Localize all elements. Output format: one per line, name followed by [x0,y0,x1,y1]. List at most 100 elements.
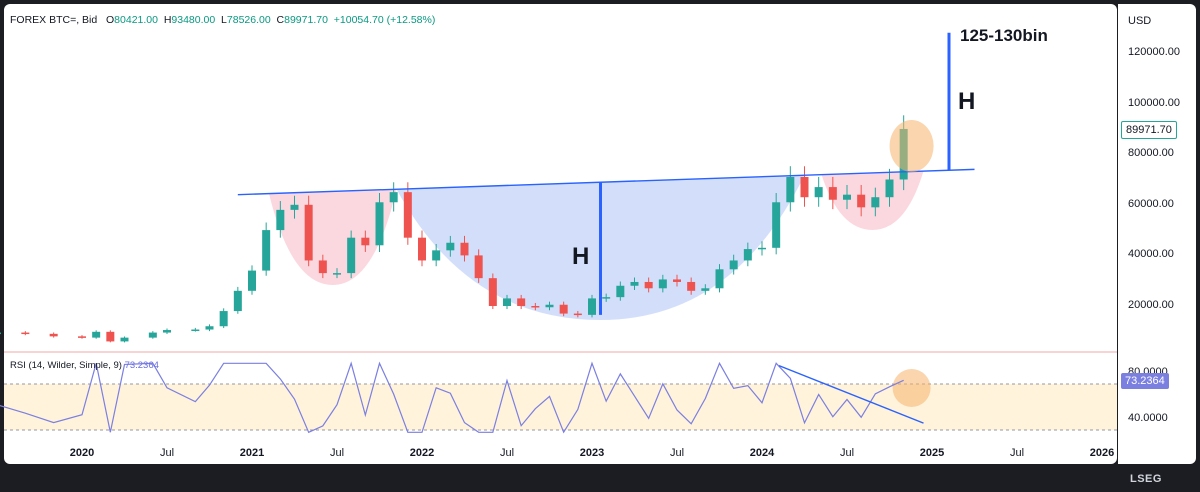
candle-body [616,285,625,298]
candle-body [743,249,752,261]
candle-body [375,202,384,246]
candle-body [828,187,837,200]
time-tick-label: Jul [1009,447,1025,459]
candle-body [644,281,653,289]
currency-label: USD [1128,15,1152,27]
symbol-header: FOREX BTC=, Bid O80421.00 H93480.00 L785… [10,14,435,26]
open-value: 80421.00 [114,14,158,26]
rsi-line [0,361,904,434]
candle-body [460,242,469,256]
candle-body [658,279,667,289]
price-tick-label: 40000.00 [1128,248,1174,261]
rsi-tick-label: 40.0000 [1128,411,1168,424]
rsi-current-value: 73.2364 [124,360,159,371]
price-tick-label: 20000.00 [1128,299,1174,311]
candle-body [276,209,285,231]
candle-body [389,192,398,203]
candle-body [0,332,1,335]
time-tick-label: Jul [329,447,345,459]
time-tick-label: 2024 [749,447,775,459]
candle-body [800,176,809,198]
candle-body [361,237,370,246]
candle-body [290,204,299,210]
candle-body [21,332,30,335]
candle-body [78,336,86,338]
candle-body [517,298,526,306]
high-label: H [163,14,172,26]
price-tick-label: 120000.00 [1128,46,1180,58]
candle-body [630,281,639,286]
target-label: 125-130bin [960,26,1048,45]
change-value: +10054.70 (+12.58%) [333,14,436,26]
candle-body [758,247,766,250]
price-tick-label: 80000.00 [1128,147,1174,160]
candle-body [318,260,327,274]
symbol-name: FOREX BTC=, Bid [10,14,98,26]
brand-logo: LSEG [1130,473,1162,485]
candle-body [786,176,795,203]
candle-body [588,298,596,315]
candle-body [772,202,781,248]
candle-body [531,306,540,308]
candle-body [602,297,611,299]
candle-body [871,197,880,208]
candle-body [248,270,256,291]
low-label: L [221,14,227,26]
candle-body [843,194,851,200]
low-value: 78526.00 [226,14,271,26]
candle-body [163,330,171,333]
time-tick-label: 2021 [239,447,265,459]
time-tick-label: 2020 [69,447,95,459]
close-value: 89971.70 [284,14,328,26]
price-tick-label: 60000.00 [1128,197,1174,210]
candle-body [120,337,129,342]
candle-body [687,281,696,291]
candle-body [191,329,200,332]
last-price-badge: 89971.70 [1121,121,1177,139]
candle-body [106,331,115,342]
close-label: C [276,14,285,26]
candle-body [573,313,582,316]
projected-height-label: H [958,88,975,115]
time-tick-label: 2026 [1089,447,1115,459]
candle-body [446,242,455,251]
candle-body [729,260,738,270]
neckline [237,168,975,196]
candle-body [304,204,313,261]
candle-body [233,290,242,312]
candle-body [262,230,271,271]
rsi-name: RSI (14, Wilder, Simple, 9) [10,360,122,371]
high-value: 93480.00 [171,14,216,26]
candle-body [333,273,341,275]
price-tick-label: 100000.00 [1128,96,1180,109]
candle-body [673,279,681,282]
candle-body [814,187,823,198]
time-tick-label: Jul [159,447,175,459]
time-tick-label: 2022 [409,447,435,459]
time-tick-label: Jul [669,447,685,459]
candle-body [403,192,412,238]
open-label: O [106,14,115,26]
candle-body [474,255,483,279]
rsi-last-badge: 73.2364 [1121,373,1169,389]
candle-body [857,194,866,208]
candle-body [885,179,894,198]
time-tick-label: 2025 [919,447,945,459]
candle-body [503,298,511,306]
candle-body [559,304,568,314]
cup-height-label: H [572,243,589,270]
candle-body [715,269,724,289]
candle-body [488,278,497,306]
time-tick-label: Jul [839,447,855,459]
left-shoulder-shade [269,189,397,285]
time-tick-label: 2023 [579,447,605,459]
time-tick-label: Jul [499,447,515,459]
candle-body [205,326,214,330]
rsi-trendline [778,364,924,424]
candle-body [148,332,157,338]
candle-body [49,333,58,337]
breakout-highlight [889,120,934,172]
rsi-band [4,384,1117,430]
rsi-title: RSI (14, Wilder, Simple, 9) 73.2364 [10,360,159,371]
